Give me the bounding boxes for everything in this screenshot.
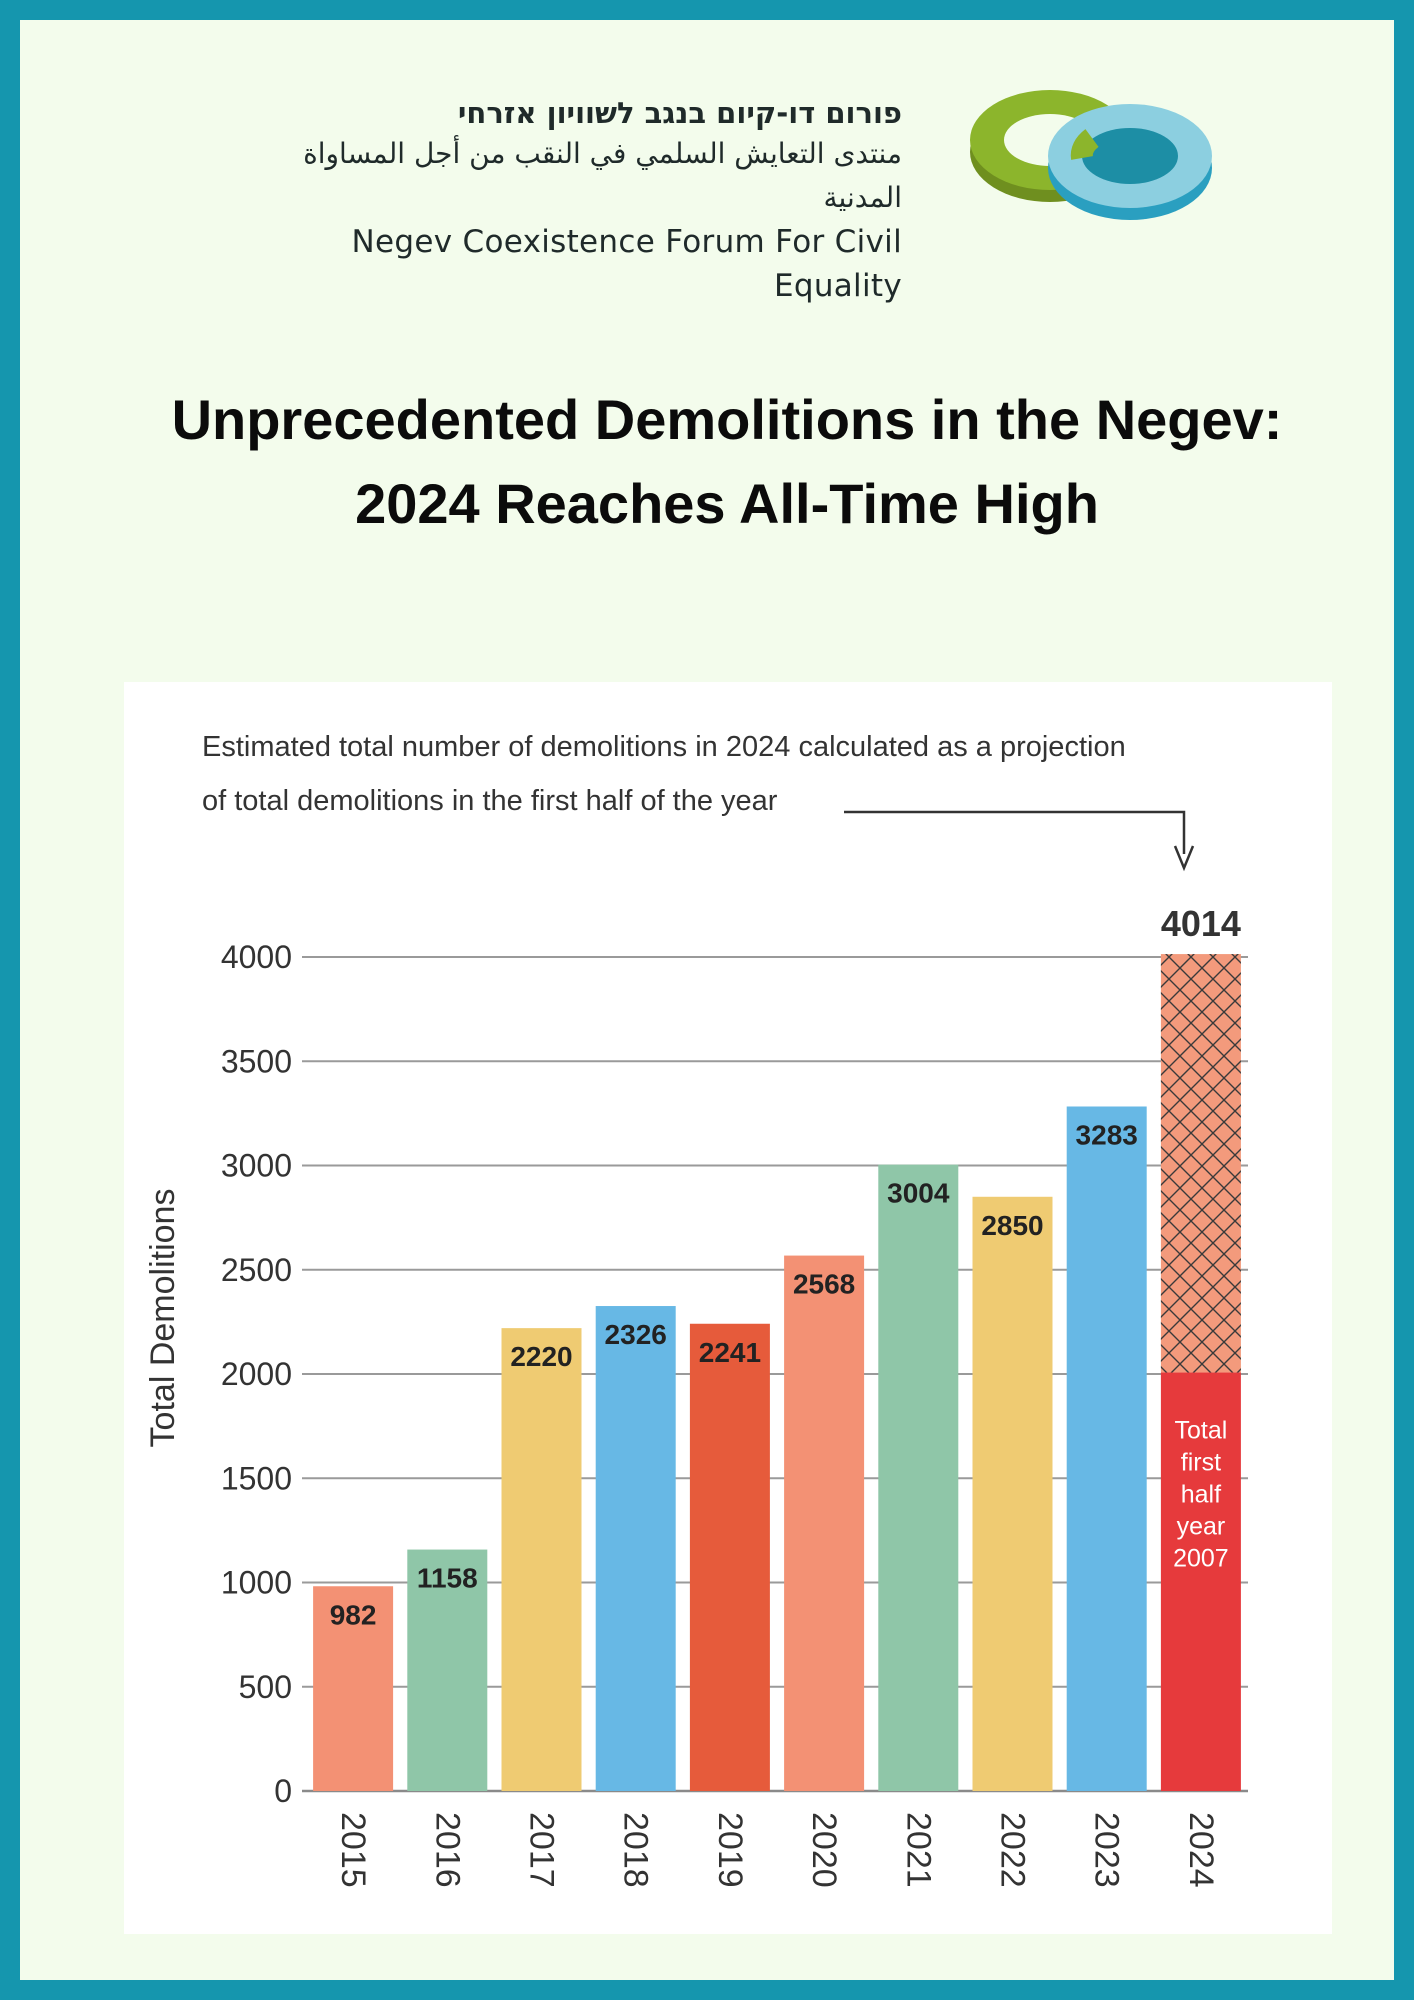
x-tick-label: 2020 <box>805 1812 843 1888</box>
bar-value-label: 2241 <box>699 1337 761 1368</box>
annotation-arrow-head-icon <box>1173 845 1195 872</box>
bar-2020 <box>784 1255 865 1791</box>
y-axis-label: Total Demolitions <box>144 1189 182 1448</box>
bar-value-label: 2326 <box>605 1319 667 1350</box>
headline: Unprecedented Demolitions in the Negev: … <box>60 378 1394 546</box>
x-tick-label: 2023 <box>1088 1812 1126 1888</box>
bar-2022 <box>972 1196 1053 1791</box>
x-tick-label: 2016 <box>428 1812 466 1888</box>
y-tick-label: 1500 <box>221 1460 292 1496</box>
bar-2024-projection-hatch <box>1160 954 1241 1373</box>
bar-value-label: 3004 <box>887 1178 950 1209</box>
organization-name-hebrew: פורום דו-קיום בנגב לשוויון אזרחי <box>457 96 902 130</box>
annotation-arrow-line <box>844 810 1186 854</box>
bar-value-label: 3283 <box>1076 1119 1138 1150</box>
bar-2016 <box>407 1549 488 1791</box>
x-tick-label: 2024 <box>1182 1812 1220 1888</box>
y-tick-label: 500 <box>239 1669 292 1705</box>
x-tick-label: 2019 <box>711 1812 749 1888</box>
first-half-label-line: half <box>1181 1481 1221 1509</box>
annotation-line-1: Estimated total number of demolitions in… <box>202 731 1126 763</box>
interlocking-rings-logo-icon <box>970 90 1212 220</box>
bar-2018 <box>595 1306 676 1791</box>
y-tick-label: 3000 <box>221 1148 292 1184</box>
organization-name-arabic: منتدى التعايش السلمي في النقب من أجل الم… <box>303 137 902 214</box>
bar-2021 <box>878 1164 959 1791</box>
x-tick-label: 2022 <box>994 1812 1032 1888</box>
bar-2015 <box>313 1586 394 1791</box>
bar-value-label: 982 <box>330 1599 377 1630</box>
bar-2024-first-half <box>1160 1372 1241 1791</box>
bar-2023 <box>1066 1106 1147 1791</box>
annotation-line-2: of total demolitions in the first half o… <box>202 785 778 817</box>
bar-value-label: 1158 <box>417 1563 478 1594</box>
y-tick-label: 1000 <box>221 1565 292 1601</box>
first-half-label-line: year <box>1177 1513 1226 1541</box>
demolitions-bar-chart: 0 500 1000 1500 2000 2500 3000 3500 4000 982 2015 1… <box>144 731 1248 1888</box>
bar-value-label: 2220 <box>510 1341 572 1372</box>
y-tick-label: 4000 <box>221 939 292 975</box>
first-half-label-line: 2007 <box>1173 1545 1229 1573</box>
organization-name-block: פורום דו-קיום בנגב לשוויון אזרחי منتدى ا… <box>262 94 902 308</box>
first-half-label-line: first <box>1181 1449 1221 1477</box>
headline-line-2: 2024 Reaches All-Time High <box>355 472 1099 535</box>
bar-value-label: 2850 <box>981 1210 1043 1241</box>
bar-2017 <box>501 1328 582 1791</box>
y-tick-label: 2500 <box>221 1252 292 1288</box>
x-tick-label: 2018 <box>617 1812 655 1888</box>
headline-line-1: Unprecedented Demolitions in the Negev: <box>171 388 1283 451</box>
y-tick-label: 3500 <box>221 1043 292 1079</box>
first-half-label-line: Total <box>1174 1417 1227 1445</box>
x-tick-label: 2021 <box>899 1812 937 1888</box>
organization-name-english: Negev Coexistence Forum For Civil Equali… <box>351 224 902 304</box>
y-tick-label: 2000 <box>221 1356 292 1392</box>
x-tick-label: 2015 <box>334 1812 372 1888</box>
y-tick-label: 0 <box>274 1773 292 1809</box>
x-tick-label: 2017 <box>523 1812 561 1888</box>
bar-value-label: 2568 <box>793 1269 855 1300</box>
chart-panel: 0 500 1000 1500 2000 2500 3000 3500 4000 982 2015 1… <box>124 682 1332 1934</box>
bar-value-label: 4014 <box>1161 903 1241 944</box>
bar-2019 <box>689 1323 770 1791</box>
